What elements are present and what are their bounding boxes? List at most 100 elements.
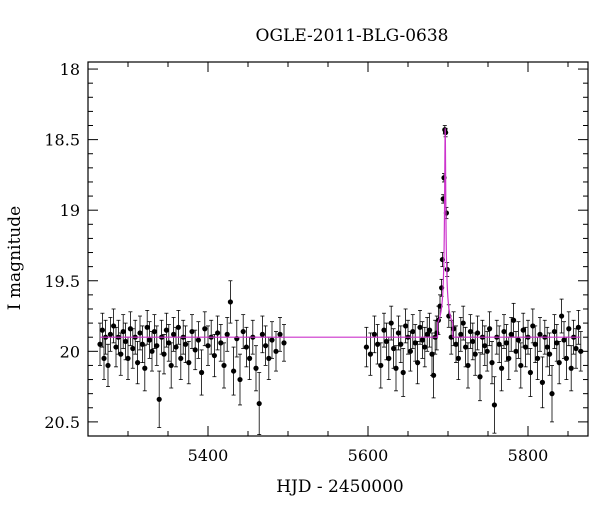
data-marker [183, 341, 189, 347]
data-marker [218, 340, 224, 346]
data-point [573, 328, 579, 369]
data-point [130, 328, 136, 369]
data-marker [101, 355, 107, 361]
data-point [386, 336, 392, 380]
data-marker [195, 337, 201, 343]
data-marker [227, 299, 233, 305]
data-marker [496, 341, 502, 347]
data-marker [142, 365, 148, 371]
data-point [561, 321, 567, 359]
data-point [120, 314, 126, 349]
data-point [508, 317, 514, 352]
data-marker [156, 396, 162, 402]
data-marker [551, 328, 558, 335]
data-point [451, 311, 457, 347]
data-marker [520, 327, 526, 333]
data-point [161, 333, 167, 375]
data-point [395, 315, 401, 351]
data-point [183, 325, 189, 364]
data-marker [266, 355, 272, 361]
data-point [273, 331, 279, 372]
data-marker [383, 338, 389, 345]
data-point [499, 345, 505, 392]
data-marker [410, 328, 416, 335]
data-marker [137, 330, 143, 336]
data-marker [398, 341, 404, 347]
data-marker [424, 331, 430, 337]
data-marker [171, 331, 177, 337]
data-marker [178, 355, 184, 361]
data-marker [575, 324, 582, 330]
data-point [363, 326, 369, 368]
data-point [537, 317, 543, 352]
data-point [518, 342, 524, 389]
data-point [515, 321, 522, 359]
data-point [371, 315, 377, 354]
data-point [163, 312, 169, 348]
y-tick-label: 19 [60, 201, 80, 220]
data-point [367, 332, 373, 376]
data-point [383, 322, 389, 361]
data-point [192, 329, 198, 371]
data-marker [573, 345, 579, 352]
data-marker [147, 337, 153, 343]
data-point [259, 315, 265, 354]
data-marker [221, 362, 227, 369]
data-marker [510, 317, 517, 323]
data-marker [107, 331, 113, 337]
data-marker [544, 344, 550, 350]
x-tick-label: 5600 [348, 446, 389, 465]
data-marker [118, 351, 124, 357]
data-marker [465, 362, 471, 369]
data-marker [487, 326, 493, 332]
data-point [135, 341, 141, 385]
data-point [263, 325, 269, 366]
data-point [427, 312, 433, 348]
data-point [142, 345, 148, 392]
data-marker [477, 374, 483, 380]
data-marker [173, 344, 179, 350]
data-marker [202, 326, 208, 332]
x-tick-label: 5400 [188, 446, 229, 465]
data-point [227, 280, 233, 324]
data-marker [375, 341, 381, 347]
data-point [178, 336, 184, 380]
data-marker [378, 362, 384, 369]
data-marker [417, 324, 423, 330]
data-marker [568, 365, 574, 371]
data-point [491, 376, 497, 434]
data-point [475, 315, 481, 351]
data-marker [484, 348, 490, 354]
data-marker [120, 328, 126, 335]
data-marker [125, 355, 131, 361]
data-marker [503, 340, 509, 346]
data-point [107, 317, 113, 352]
data-point [549, 365, 555, 423]
data-point [431, 352, 437, 399]
x-tick-label: 5800 [508, 446, 549, 465]
data-point [195, 321, 201, 359]
data-marker [393, 365, 399, 371]
data-point [496, 325, 502, 364]
data-point [484, 331, 490, 372]
data-point [243, 326, 249, 368]
data-marker [211, 352, 217, 359]
data-point [513, 331, 519, 372]
data-marker [154, 343, 160, 349]
data-marker [130, 345, 136, 352]
y-tick-label: 20.5 [44, 413, 80, 432]
data-marker [163, 327, 169, 333]
data-point [199, 349, 205, 396]
data-point [105, 343, 111, 388]
data-marker [243, 344, 249, 350]
data-point [523, 326, 529, 368]
data-marker [111, 323, 117, 329]
data-point [417, 309, 423, 345]
data-point [166, 324, 172, 362]
data-marker [431, 372, 437, 378]
data-point [391, 328, 397, 369]
data-marker [168, 362, 174, 369]
data-point [400, 348, 406, 397]
data-point [472, 332, 478, 376]
data-point [224, 317, 230, 352]
